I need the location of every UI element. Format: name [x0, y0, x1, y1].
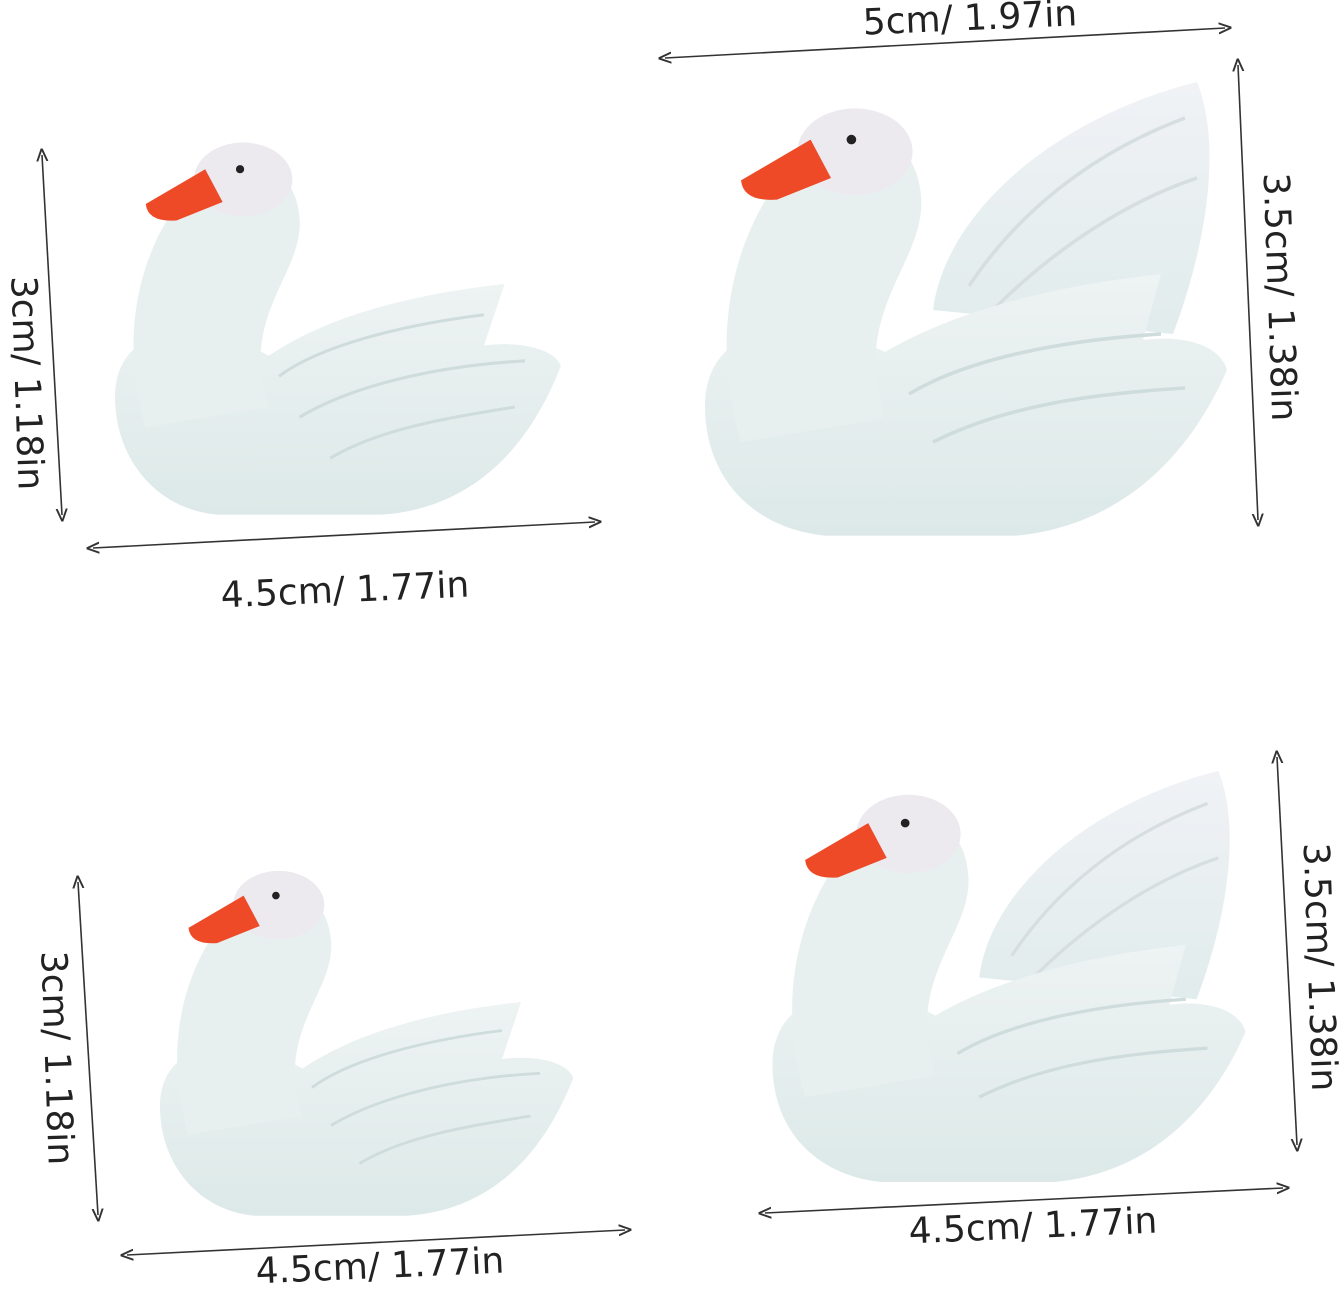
swan-figurine	[113, 140, 563, 517]
width-label: 4.5cm/ 1.77in	[908, 1201, 1158, 1253]
swan-figurine	[770, 769, 1248, 1184]
width-label: 4.5cm/ 1.77in	[255, 1241, 505, 1293]
height-arrow	[78, 882, 98, 1215]
height-label: 3.5cm/ 1.38in	[1295, 842, 1340, 1092]
swan-figurine	[158, 869, 575, 1218]
width-arrow	[127, 1230, 625, 1255]
height-arrow	[42, 155, 62, 515]
swan-figurine	[703, 80, 1229, 538]
height-arrow	[1277, 757, 1297, 1145]
height-label: 3.5cm/ 1.38in	[1255, 172, 1305, 422]
width-arrow	[665, 28, 1225, 58]
width-arrow	[93, 522, 595, 548]
width-arrow	[765, 1188, 1283, 1213]
height-label: 3cm/ 1.18in	[2, 275, 50, 491]
height-arrow	[1238, 65, 1258, 520]
width-label: 4.5cm/ 1.77in	[220, 565, 470, 617]
height-label: 3cm/ 1.18in	[32, 950, 80, 1166]
